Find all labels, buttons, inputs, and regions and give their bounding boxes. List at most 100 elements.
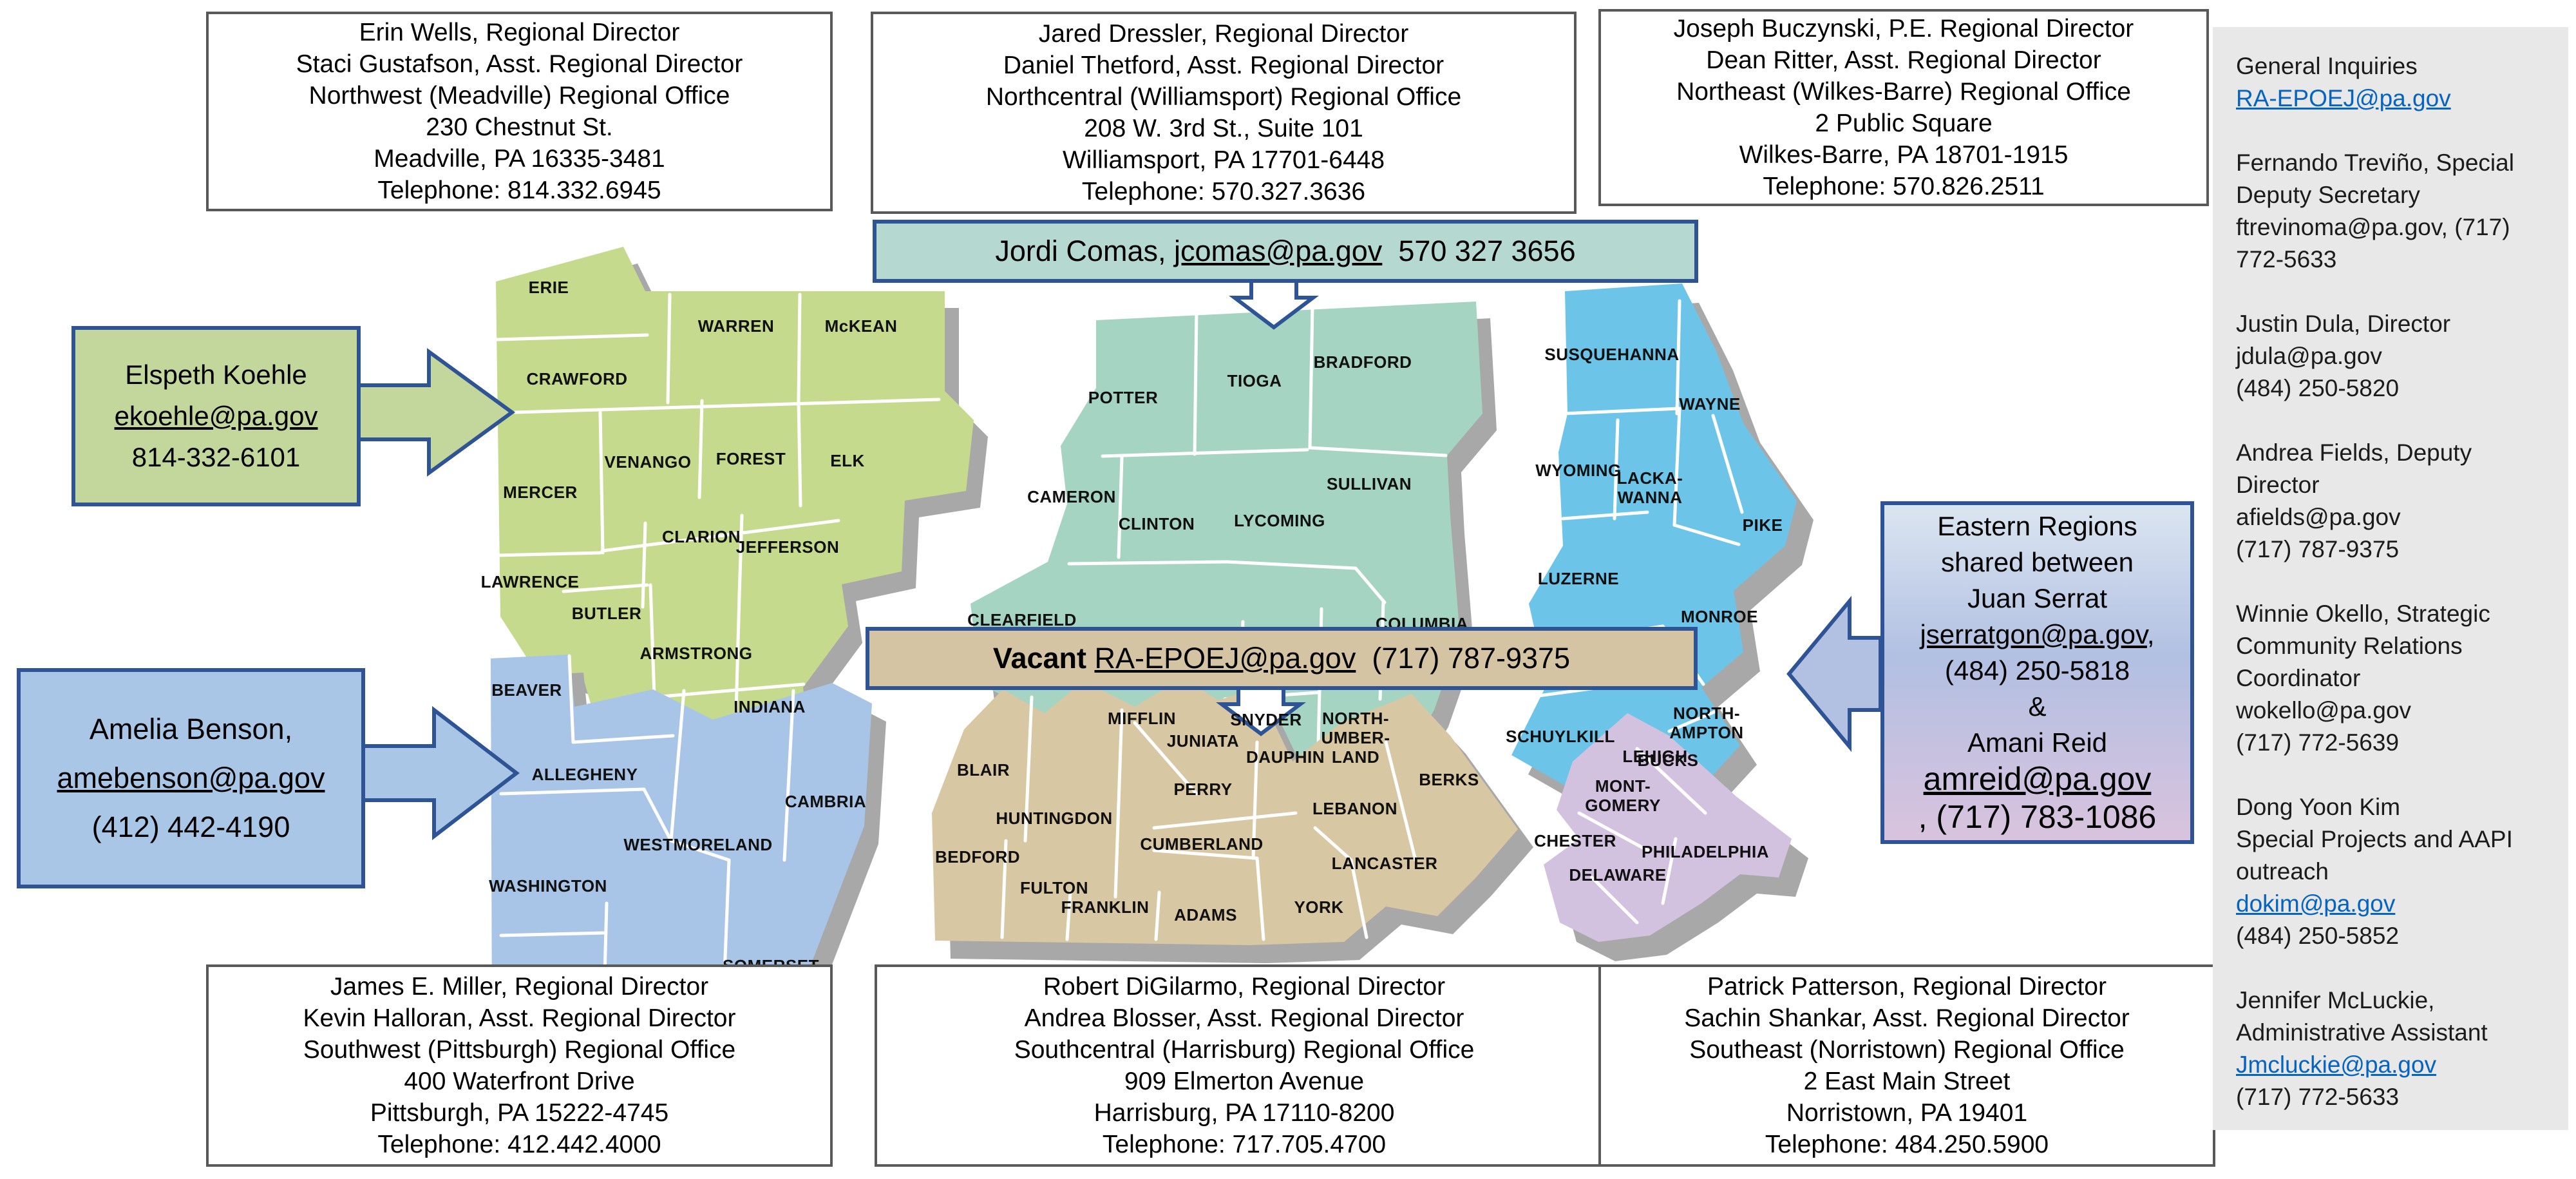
- sidebar-line: Fernando Treviño, Special: [2236, 147, 2555, 179]
- text-part: (484) 250-5852: [2236, 923, 2400, 949]
- text-part: Eastern Regions: [1937, 511, 2137, 541]
- office-line: 2 East Main Street: [1803, 1068, 2011, 1095]
- text-part: Elspeth Koehle: [125, 359, 307, 390]
- county-border-line: [499, 931, 605, 937]
- text-part: ftrevinoma@pa.gov, (717): [2236, 214, 2510, 240]
- county-border-line: [669, 689, 686, 843]
- email-link[interactable]: jcomas@pa.gov: [1173, 235, 1383, 267]
- text-part: Deputy Secretary: [2236, 182, 2420, 208]
- region-southeast: [1544, 713, 1808, 961]
- sidebar-line: jdula@pa.gov: [2236, 340, 2555, 372]
- sidebar-line: Administrative Assistant: [2236, 1017, 2555, 1049]
- office-line: Telephone: 814.332.6945: [377, 177, 661, 204]
- office-box-southwest: James E. Miller, Regional Director Kevin …: [206, 964, 833, 1167]
- county-border-line: [567, 654, 575, 744]
- text-part: (717) 772-5633: [2236, 1084, 2400, 1110]
- county-border-line: [1133, 721, 1198, 796]
- text-part: Vacant: [992, 642, 1095, 675]
- text-part: (717) 772-5639: [2236, 729, 2400, 756]
- callout-line: ekoehle@pa.gov: [115, 396, 318, 437]
- callout-line: Amelia Benson,: [90, 705, 292, 754]
- callout-line: shared between: [1941, 544, 2134, 580]
- county-border-line: [1354, 566, 1387, 604]
- county-border-line: [495, 333, 649, 341]
- office-line: Erin Wells, Regional Director: [359, 19, 680, 46]
- office-line: Patrick Patterson, Regional Director: [1707, 973, 2107, 1001]
- office-box-northcentral: Jared Dressler, Regional Director Daniel …: [871, 12, 1577, 214]
- callout-line: , (717) 783-1086: [1918, 799, 2157, 837]
- county-border-line: [598, 410, 605, 555]
- email-link[interactable]: jserratgon@pa.gov: [1920, 619, 2147, 649]
- region-shape-northwest: [496, 247, 974, 771]
- text-part: Community Relations: [2236, 633, 2463, 659]
- office-line: Dean Ritter, Asst. Regional Director: [1706, 46, 2101, 74]
- county-border-line: [571, 734, 675, 744]
- sidebar-line: Deputy Secretary: [2236, 179, 2555, 211]
- sidebar-line: (484) 250-5820: [2236, 372, 2555, 405]
- office-line: 230 Chestnut St.: [426, 113, 613, 141]
- text-part: outreach: [2236, 858, 2329, 885]
- office-line: Jared Dressler, Regional Director: [1038, 20, 1409, 48]
- office-line: Southcentral (Harrisburg) Regional Offic…: [1014, 1036, 1475, 1064]
- sidebar-line: General Inquiries: [2236, 50, 2555, 82]
- sidebar-contact-entry: Fernando Treviño, Special Deputy Secretar…: [2236, 147, 2555, 276]
- text-part: (412) 442-4190: [91, 810, 290, 843]
- text-part: 570 327 3656: [1382, 235, 1576, 267]
- contacts-sidebar: General Inquiries RA-EPOEJ@pa.gov Fernando…: [2213, 27, 2568, 1130]
- email-link[interactable]: amreid@pa.gov: [1923, 761, 2152, 797]
- email-link[interactable]: RA-EPOEJ@pa.gov: [2236, 85, 2451, 111]
- text-part: Jordi Comas,: [995, 235, 1174, 267]
- email-link[interactable]: Jmcluckie@pa.gov: [2236, 1051, 2437, 1078]
- county-border-line: [1635, 747, 1707, 815]
- office-line: Kevin Halloran, Asst. Regional Director: [303, 1004, 736, 1032]
- county-border-line: [513, 398, 941, 414]
- region-southcentral: [932, 678, 1533, 963]
- county-border-line: [642, 787, 673, 843]
- text-part: 772-5633: [2236, 246, 2337, 273]
- office-line: 909 Elmerton Avenue: [1124, 1068, 1365, 1095]
- county-border-line: [669, 839, 731, 862]
- text-part: Juan Serrat: [1967, 583, 2108, 613]
- county-border-line: [797, 292, 802, 403]
- sidebar-line: Andrea Fields, Deputy: [2236, 437, 2555, 469]
- email-link[interactable]: dokim@pa.gov: [2236, 890, 2396, 917]
- sidebar-line: dokim@pa.gov: [2236, 888, 2555, 920]
- text-part: shared between: [1941, 547, 2134, 577]
- sidebar-contact-entry: Jennifer McLuckie, Administrative Assista…: [2236, 984, 2555, 1113]
- region-northwest: [495, 247, 988, 788]
- banner-southcentral-contact: Vacant RA-EPOEJ@pa.gov (717) 787-9375: [866, 627, 1698, 690]
- county-border-line: [1590, 876, 1639, 925]
- county-border-line: [641, 521, 647, 609]
- callout-line: &: [2028, 689, 2046, 725]
- county-border-line: [1113, 708, 1124, 899]
- sidebar-line: Community Relations: [2236, 630, 2555, 662]
- sidebar-line: Jennifer McLuckie,: [2236, 984, 2555, 1017]
- county-border-line: [499, 787, 646, 796]
- county-border-line: [1154, 890, 1161, 941]
- text-part: , (717) 783-1086: [1918, 799, 2157, 835]
- office-line: Telephone: 484.250.5900: [1765, 1131, 2049, 1158]
- county-border-line: [1613, 418, 1620, 521]
- text-part: Dong Yoon Kim: [2236, 794, 2401, 820]
- email-link[interactable]: ekoehle@pa.gov: [114, 401, 318, 431]
- county-border-line: [734, 594, 741, 714]
- text-part: Fernando Treviño, Special: [2236, 149, 2514, 176]
- text-part: Jennifer McLuckie,: [2236, 987, 2435, 1013]
- office-line: Northcentral (Williamsport) Regional Off…: [985, 83, 1462, 111]
- sidebar-line: afields@pa.gov: [2236, 501, 2555, 533]
- county-border-line: [797, 399, 802, 508]
- county-border-line: [1152, 848, 1258, 860]
- county-border-line: [562, 583, 649, 593]
- email-link[interactable]: RA-EPOEJ@pa.gov: [1094, 642, 1356, 675]
- banner-northcentral-contact: Jordi Comas, jcomas@pa.gov 570 327 3656: [873, 220, 1698, 283]
- county-border-line: [1023, 695, 1034, 843]
- email-link[interactable]: amebenson@pa.gov: [57, 762, 325, 794]
- sidebar-line: (717) 772-5639: [2236, 727, 2555, 759]
- text-part: Special Projects and AAPI: [2236, 826, 2513, 852]
- text-part: Amelia Benson,: [89, 713, 293, 745]
- callout-line: Amani Reid: [1967, 725, 2107, 761]
- callout-line: Elspeth Koehle: [125, 354, 307, 396]
- text-part: Justin Dula, Director: [2236, 311, 2451, 337]
- callout-line: Eastern Regions: [1937, 508, 2137, 544]
